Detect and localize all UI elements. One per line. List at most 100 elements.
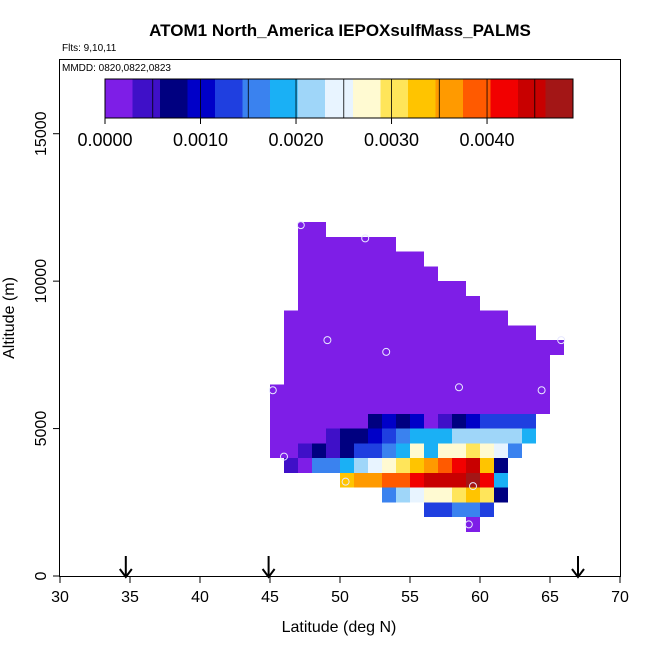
heatmap-cell bbox=[424, 458, 438, 473]
heatmap-cell bbox=[438, 413, 452, 429]
heatmap-cell bbox=[354, 428, 368, 444]
heatmap-cell bbox=[382, 428, 396, 444]
colorbar-swatch bbox=[325, 79, 354, 118]
colorbar-swatch bbox=[105, 79, 134, 118]
heatmap-cell bbox=[508, 428, 522, 444]
flight-track-point bbox=[382, 347, 391, 356]
heatmap-cell bbox=[438, 472, 452, 488]
colorbar-swatch bbox=[517, 79, 546, 118]
flight-track-point bbox=[341, 477, 350, 486]
x-tick-label: 35 bbox=[121, 589, 139, 606]
heatmap-region-zero bbox=[284, 310, 494, 326]
flight-track-point bbox=[268, 386, 277, 395]
heatmap-cell bbox=[522, 325, 536, 341]
heatmap-cell bbox=[494, 428, 508, 444]
heatmap-cell bbox=[466, 428, 480, 444]
x-tick-label: 50 bbox=[331, 589, 349, 606]
heatmap-cell bbox=[354, 413, 368, 429]
heatmap-cell bbox=[298, 236, 312, 252]
heatmap-region-zero bbox=[298, 266, 438, 282]
flight-track-points bbox=[268, 221, 566, 529]
heatmap-cell bbox=[466, 295, 480, 311]
colorbar-swatch bbox=[490, 79, 519, 118]
heatmap-cell bbox=[466, 458, 480, 473]
heatmap-cell bbox=[368, 413, 382, 429]
latitude-arrow-head bbox=[261, 568, 276, 579]
heatmap-cell bbox=[340, 458, 354, 473]
heatmap-cell bbox=[298, 222, 312, 237]
heatmap-cell bbox=[396, 472, 410, 488]
colorbar-swatch bbox=[242, 79, 271, 118]
x-tick-label: 70 bbox=[611, 589, 629, 606]
heatmap-cell bbox=[424, 443, 438, 459]
colorbar-swatch bbox=[462, 79, 491, 118]
heatmap-cell bbox=[396, 428, 410, 444]
heatmap-cell bbox=[340, 443, 354, 459]
heatmap-cell bbox=[368, 443, 382, 459]
heatmap-region-zero bbox=[270, 413, 354, 429]
flight-track-point bbox=[464, 520, 473, 529]
heatmap-cell bbox=[396, 413, 410, 429]
heatmap-cell bbox=[480, 502, 494, 518]
y-axis-label: Altitude (m) bbox=[1, 277, 18, 359]
colorbar-tick-label: 0.0000 bbox=[77, 130, 132, 150]
heatmap-region-zero bbox=[270, 399, 550, 414]
heatmap-cell bbox=[466, 443, 480, 459]
heatmap-cell bbox=[354, 458, 368, 473]
heatmap-cell bbox=[438, 487, 452, 503]
heatmap-cell bbox=[494, 458, 508, 473]
heatmap-cell bbox=[452, 428, 466, 444]
heatmap-cell bbox=[466, 517, 480, 532]
flight-track-point bbox=[557, 336, 566, 345]
colorbar-swatch bbox=[215, 79, 244, 118]
colorbar-swatch bbox=[270, 79, 299, 118]
y-tick-label: 10000 bbox=[33, 259, 50, 304]
heatmap-cell bbox=[452, 487, 466, 503]
heatmap-cell bbox=[508, 413, 522, 429]
heatmap-cell bbox=[466, 487, 480, 503]
heatmap-cell bbox=[382, 487, 396, 503]
latitude-arrow-head bbox=[119, 568, 133, 579]
heatmap-cell bbox=[522, 428, 536, 444]
heatmap-region-zero bbox=[298, 251, 410, 267]
heatmap-cell bbox=[326, 428, 340, 444]
heatmap-cell bbox=[382, 236, 396, 252]
heatmap-cell bbox=[340, 428, 354, 444]
heatmap-cells bbox=[270, 222, 564, 532]
heatmap-cell bbox=[424, 428, 438, 444]
flight-track-point bbox=[537, 386, 546, 395]
heatmap-cell bbox=[368, 428, 382, 444]
x-tick-label: 45 bbox=[261, 589, 279, 606]
heatmap-cell bbox=[424, 413, 438, 429]
flight-track-point bbox=[455, 383, 463, 392]
heatmap-cell bbox=[452, 502, 466, 518]
heatmap-cell bbox=[396, 487, 410, 503]
y-tick-label: 0 bbox=[33, 571, 50, 580]
heatmap-region-zero bbox=[270, 428, 326, 444]
heatmap-cell bbox=[368, 472, 382, 488]
heatmap-cell bbox=[312, 443, 326, 459]
heatmap-cell bbox=[452, 413, 466, 429]
heatmap-cell bbox=[480, 472, 494, 488]
colorbar-swatch bbox=[545, 79, 574, 118]
x-tick-label: 30 bbox=[51, 589, 69, 606]
colorbar-swatch bbox=[435, 79, 464, 118]
heatmap-region-zero bbox=[270, 384, 550, 400]
flight-track-point bbox=[361, 234, 370, 243]
heatmap-cell bbox=[466, 502, 480, 518]
heatmap-cell bbox=[340, 472, 354, 488]
heatmap-cell bbox=[480, 443, 494, 459]
heatmap-cell bbox=[466, 413, 480, 429]
heatmap-cell bbox=[438, 443, 452, 459]
colorbar-swatch bbox=[352, 79, 381, 118]
heatmap-cell bbox=[382, 472, 396, 488]
heatmap-cell bbox=[340, 236, 354, 252]
flight-track-point bbox=[469, 482, 477, 491]
x-tick-label: 40 bbox=[191, 589, 209, 606]
heatmap-cell bbox=[494, 472, 508, 488]
heatmap-cell bbox=[494, 487, 508, 503]
heatmap-cell bbox=[410, 251, 424, 267]
chart-title: ATOM1 North_America IEPOXsulfMass_PALMS bbox=[149, 21, 531, 40]
heatmap-region-zero bbox=[270, 443, 298, 459]
colorbar-swatch bbox=[407, 79, 436, 118]
